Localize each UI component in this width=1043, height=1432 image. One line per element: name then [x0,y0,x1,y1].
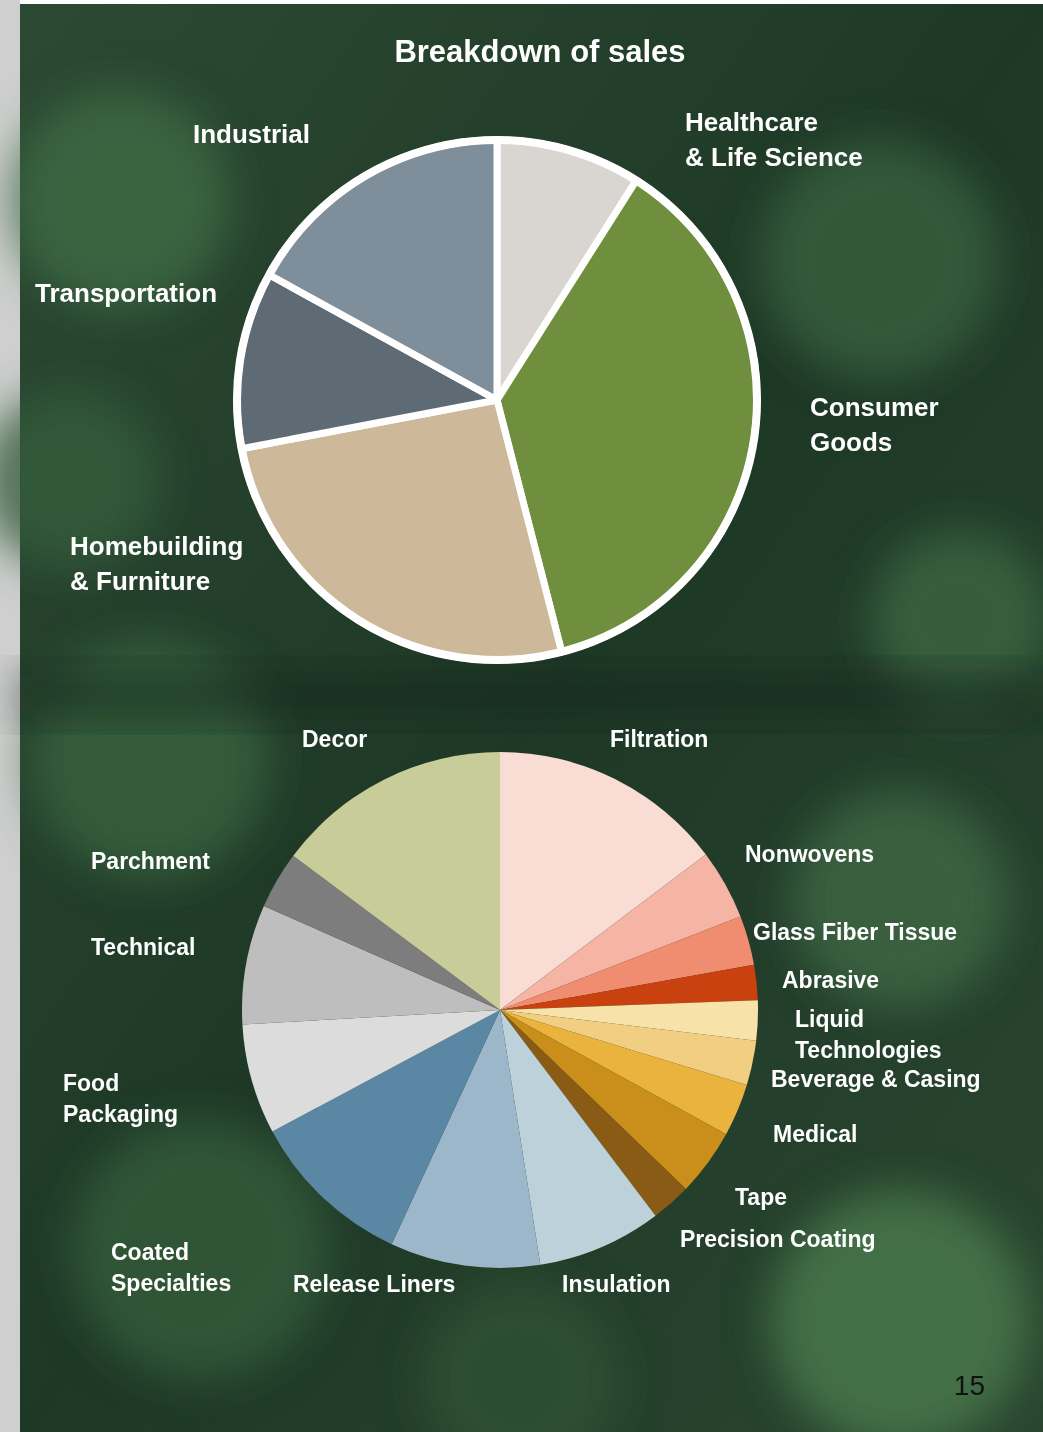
slice-label: Release Liners [293,1271,455,1297]
chart-title: Breakdown of sales [394,34,685,69]
pie-rim [237,140,757,660]
slice-label: Abrasive [782,967,879,993]
slice-label: Nonwovens [745,841,874,867]
slice-label: Liquid Technologies [795,1006,942,1063]
tree-shade [420,1280,620,1432]
pie [242,752,758,1268]
pie-slice [293,752,500,1010]
pie-slice [242,1010,500,1131]
pie-slice [269,140,497,400]
page-number: 15 [954,1370,985,1401]
slice-label: Beverage & Casing [771,1066,981,1092]
slice-label: Glass Fiber Tissue [753,919,957,945]
slice-label: Healthcare & Life Science [685,107,863,172]
slice-label: Medical [773,1121,857,1147]
labels: Filtration Nonwovens Glass Fiber Tissue Abr… [63,726,981,1297]
slice-label: Homebuilding & Furniture [70,531,251,596]
slice-label: Consumer Goods [810,392,946,457]
slice-label: Technical [91,934,195,960]
slice-label: Decor [302,726,367,752]
slice-label: Filtration [610,726,708,752]
slice-label: Parchment [91,848,210,874]
page: Healthcare & Life Science Consumer Goods H… [0,0,1043,1432]
pie [237,140,757,660]
tree-shade [760,140,1000,380]
road-band [20,675,1043,715]
forest-texture [0,90,1043,1432]
labels: Healthcare & Life Science Consumer Goods H… [35,107,946,596]
slice-label: Industrial [193,119,310,149]
slice-label: Insulation [562,1271,671,1297]
slice-label: Coated Specialties [111,1239,231,1296]
slice-label: Transportation [35,278,217,308]
slice-label: Precision Coating [680,1226,876,1252]
slice-label: Tape [735,1184,787,1210]
slice-label: Food Packaging [63,1070,178,1127]
